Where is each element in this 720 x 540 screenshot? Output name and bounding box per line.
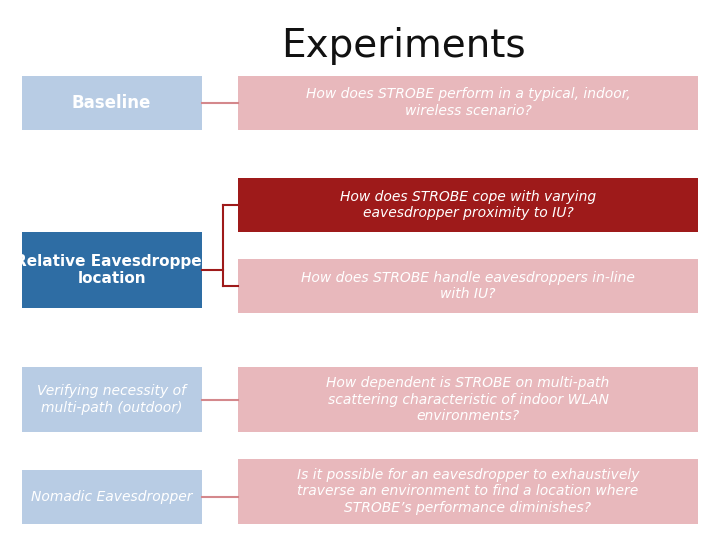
FancyBboxPatch shape [238, 259, 698, 313]
Text: How does STROBE cope with varying
eavesdropper proximity to IU?: How does STROBE cope with varying eavesd… [340, 190, 596, 220]
Text: How dependent is STROBE on multi-path
scattering characteristic of indoor WLAN
e: How dependent is STROBE on multi-path sc… [326, 376, 610, 423]
Text: How does STROBE perform in a typical, indoor,
wireless scenario?: How does STROBE perform in a typical, in… [306, 87, 630, 118]
Text: How does STROBE handle eavesdroppers in-line
with IU?: How does STROBE handle eavesdroppers in-… [301, 271, 635, 301]
FancyBboxPatch shape [238, 76, 698, 130]
FancyBboxPatch shape [22, 232, 202, 308]
FancyBboxPatch shape [238, 178, 698, 232]
Text: Is it possible for an eavesdropper to exhaustively
traverse an environment to fi: Is it possible for an eavesdropper to ex… [297, 468, 639, 515]
Text: Experiments: Experiments [281, 27, 526, 65]
Text: Nomadic Eavesdropper: Nomadic Eavesdropper [31, 490, 192, 504]
FancyBboxPatch shape [22, 470, 202, 524]
FancyBboxPatch shape [22, 367, 202, 432]
Text: Relative Eavesdropper
location: Relative Eavesdropper location [14, 254, 209, 286]
Text: Verifying necessity of
multi-path (outdoor): Verifying necessity of multi-path (outdo… [37, 384, 186, 415]
FancyBboxPatch shape [238, 459, 698, 524]
FancyBboxPatch shape [22, 76, 202, 130]
Text: Baseline: Baseline [72, 93, 151, 112]
FancyBboxPatch shape [238, 367, 698, 432]
